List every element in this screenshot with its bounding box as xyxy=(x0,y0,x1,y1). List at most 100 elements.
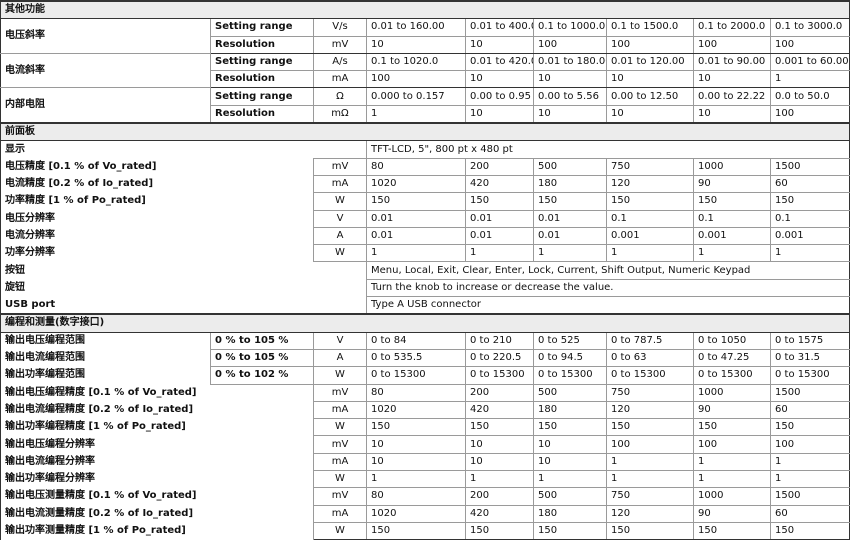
value-cell: 0.1 xyxy=(770,209,850,228)
row-label: 功率精度 [1 % of Po_rated] xyxy=(0,192,314,211)
row-label: 内部电阻 xyxy=(0,87,211,124)
value-cell: 100 xyxy=(533,35,607,54)
value-cell: 0 to 63 xyxy=(606,348,694,368)
table-row: 输出电压编程精度 [0.1 % of Vo_rated] mV 80 200 500 75… xyxy=(0,383,850,402)
value-cell: 150 xyxy=(465,192,534,211)
row-label: 按钮 xyxy=(0,261,367,280)
section-title: 编程和测量(数字接口) xyxy=(0,313,850,333)
value-cell: 150 xyxy=(693,521,771,540)
value-cell: 1000 xyxy=(693,157,771,176)
value-cell: 1500 xyxy=(770,157,850,176)
unit-cell: W xyxy=(313,366,367,385)
value-cell: 150 xyxy=(770,192,850,211)
value-cell: 180 xyxy=(533,174,607,194)
value-cell: 0.1 to 1020.0 xyxy=(366,52,466,72)
value-cell: 150 xyxy=(693,192,771,211)
row-label: 电流斜率 xyxy=(0,52,211,89)
row-label: 输出电压编程范围 xyxy=(0,332,211,350)
table-row: 电流分辨率 A 0.01 0.01 0.01 0.001 0.001 0.001 xyxy=(0,226,850,246)
value-cell: 0 to 15300 xyxy=(770,366,850,385)
value-cell: 0 to 15300 xyxy=(465,366,534,385)
unit-cell: A xyxy=(313,348,367,368)
value-cell: 420 xyxy=(465,400,534,420)
value-cell: 10 xyxy=(606,104,694,124)
value-cell: 0 to 210 xyxy=(465,331,534,350)
value-cell: 10 xyxy=(533,435,607,454)
value-cell: 0.01 to 420.00 xyxy=(465,52,534,72)
unit-cell: W xyxy=(313,192,367,211)
section-header: 其他功能 xyxy=(0,0,850,20)
table-row: 旋钮 Turn the knob to increase or decrease … xyxy=(0,278,850,298)
value-cell: 750 xyxy=(606,487,694,506)
value-cell: 0.1 to 1000.0 xyxy=(533,18,607,37)
param-label: Resolution xyxy=(210,35,314,54)
value-cell: 10 xyxy=(533,452,607,472)
value-cell: 1 xyxy=(533,470,607,489)
value-cell: 0.000 to 0.157 xyxy=(366,87,466,106)
value-cell: 80 xyxy=(366,157,466,176)
table-row: 按钮 Menu, Local, Exit, Clear, Enter, Lock,… xyxy=(0,261,850,280)
table-row: 输出功率编程范围 0 % to 102 % W 0 to 15300 0 to 1530… xyxy=(0,366,850,385)
value-cell: 60 xyxy=(770,174,850,194)
value-cell: 1 xyxy=(770,452,850,472)
row-label: 输出电流编程范围 xyxy=(0,349,211,367)
row-label: 输出电压编程精度 [0.1 % of Vo_rated] xyxy=(0,384,314,402)
table-row: 输出电压测量精度 [0.1 % of Vo_rated] mV 80 200 500 75… xyxy=(0,487,850,506)
value-cell: 10 xyxy=(465,452,534,472)
unit-cell: mΩ xyxy=(313,104,367,124)
row-label: 输出功率编程分辨率 xyxy=(0,470,314,488)
value-cell: 120 xyxy=(606,504,694,523)
value-cell: 100 xyxy=(693,435,771,454)
row-label: USB port xyxy=(0,296,367,315)
value-cell: 0 to 94.5 xyxy=(533,348,607,368)
table-row: Resolution mΩ 1 10 10 10 10 100 xyxy=(1,104,850,124)
unit-cell: mV xyxy=(313,157,367,176)
range-cell: 0 % to 105 % xyxy=(210,348,314,368)
value-cell: 1 xyxy=(770,470,850,489)
value-cell: 1020 xyxy=(366,400,466,420)
unit-cell: mV xyxy=(313,35,367,54)
value-cell: 1000 xyxy=(693,487,771,506)
value-cell: 0.01 to 160.00 xyxy=(366,18,466,37)
value-cell: 80 xyxy=(366,487,466,506)
value-cell: 10 xyxy=(465,435,534,454)
param-label: Resolution xyxy=(210,70,314,89)
value-cell: 0.01 xyxy=(533,209,607,228)
value-cell: 420 xyxy=(465,504,534,523)
value-cell: 750 xyxy=(606,157,694,176)
row-label: 输出功率编程精度 [1 % of Po_rated] xyxy=(0,418,314,436)
value-cell: 1 xyxy=(770,244,850,263)
text-cell: Turn the knob to increase or decrease th… xyxy=(366,278,850,298)
row-label: 显示 xyxy=(0,140,367,159)
value-cell: 150 xyxy=(533,192,607,211)
section-title: 其他功能 xyxy=(0,0,850,20)
unit-cell: A xyxy=(313,226,367,246)
unit-cell: V/s xyxy=(313,18,367,37)
value-cell: 10 xyxy=(366,452,466,472)
value-cell: 0 to 220.5 xyxy=(465,348,534,368)
value-cell: 150 xyxy=(606,521,694,540)
value-cell: 180 xyxy=(533,504,607,523)
value-cell: 1500 xyxy=(770,383,850,402)
value-cell: 0 to 1050 xyxy=(693,331,771,350)
value-cell: 0.1 to 2000.0 xyxy=(693,18,771,37)
value-cell: 10 xyxy=(693,104,771,124)
table-row: 输出电流编程精度 [0.2 % of Io_rated] mA 1020 420 180… xyxy=(0,400,850,420)
row-label: 电压斜率 xyxy=(0,18,211,54)
value-cell: 10 xyxy=(465,104,534,124)
value-cell: 10 xyxy=(366,435,466,454)
value-cell: 100 xyxy=(770,35,850,54)
value-cell: 0 to 47.25 xyxy=(693,348,771,368)
value-cell: 150 xyxy=(366,192,466,211)
value-cell: 500 xyxy=(533,157,607,176)
value-cell: 0.01 xyxy=(465,226,534,246)
value-cell: 0.01 xyxy=(465,209,534,228)
value-cell: 1 xyxy=(606,470,694,489)
row-label: 输出电压测量精度 [0.1 % of Vo_rated] xyxy=(0,487,314,506)
unit-cell: A/s xyxy=(313,52,367,72)
value-cell: 0.01 to 90.00 xyxy=(693,52,771,72)
unit-cell: mA xyxy=(313,174,367,194)
table-row: 输出功率测量精度 [1 % of Po_rated] W 150 150 150 150 1… xyxy=(0,521,850,540)
value-cell: 10 xyxy=(366,35,466,54)
table-row: 输出功率编程精度 [1 % of Po_rated] W 150 150 150 150 1… xyxy=(0,418,850,437)
